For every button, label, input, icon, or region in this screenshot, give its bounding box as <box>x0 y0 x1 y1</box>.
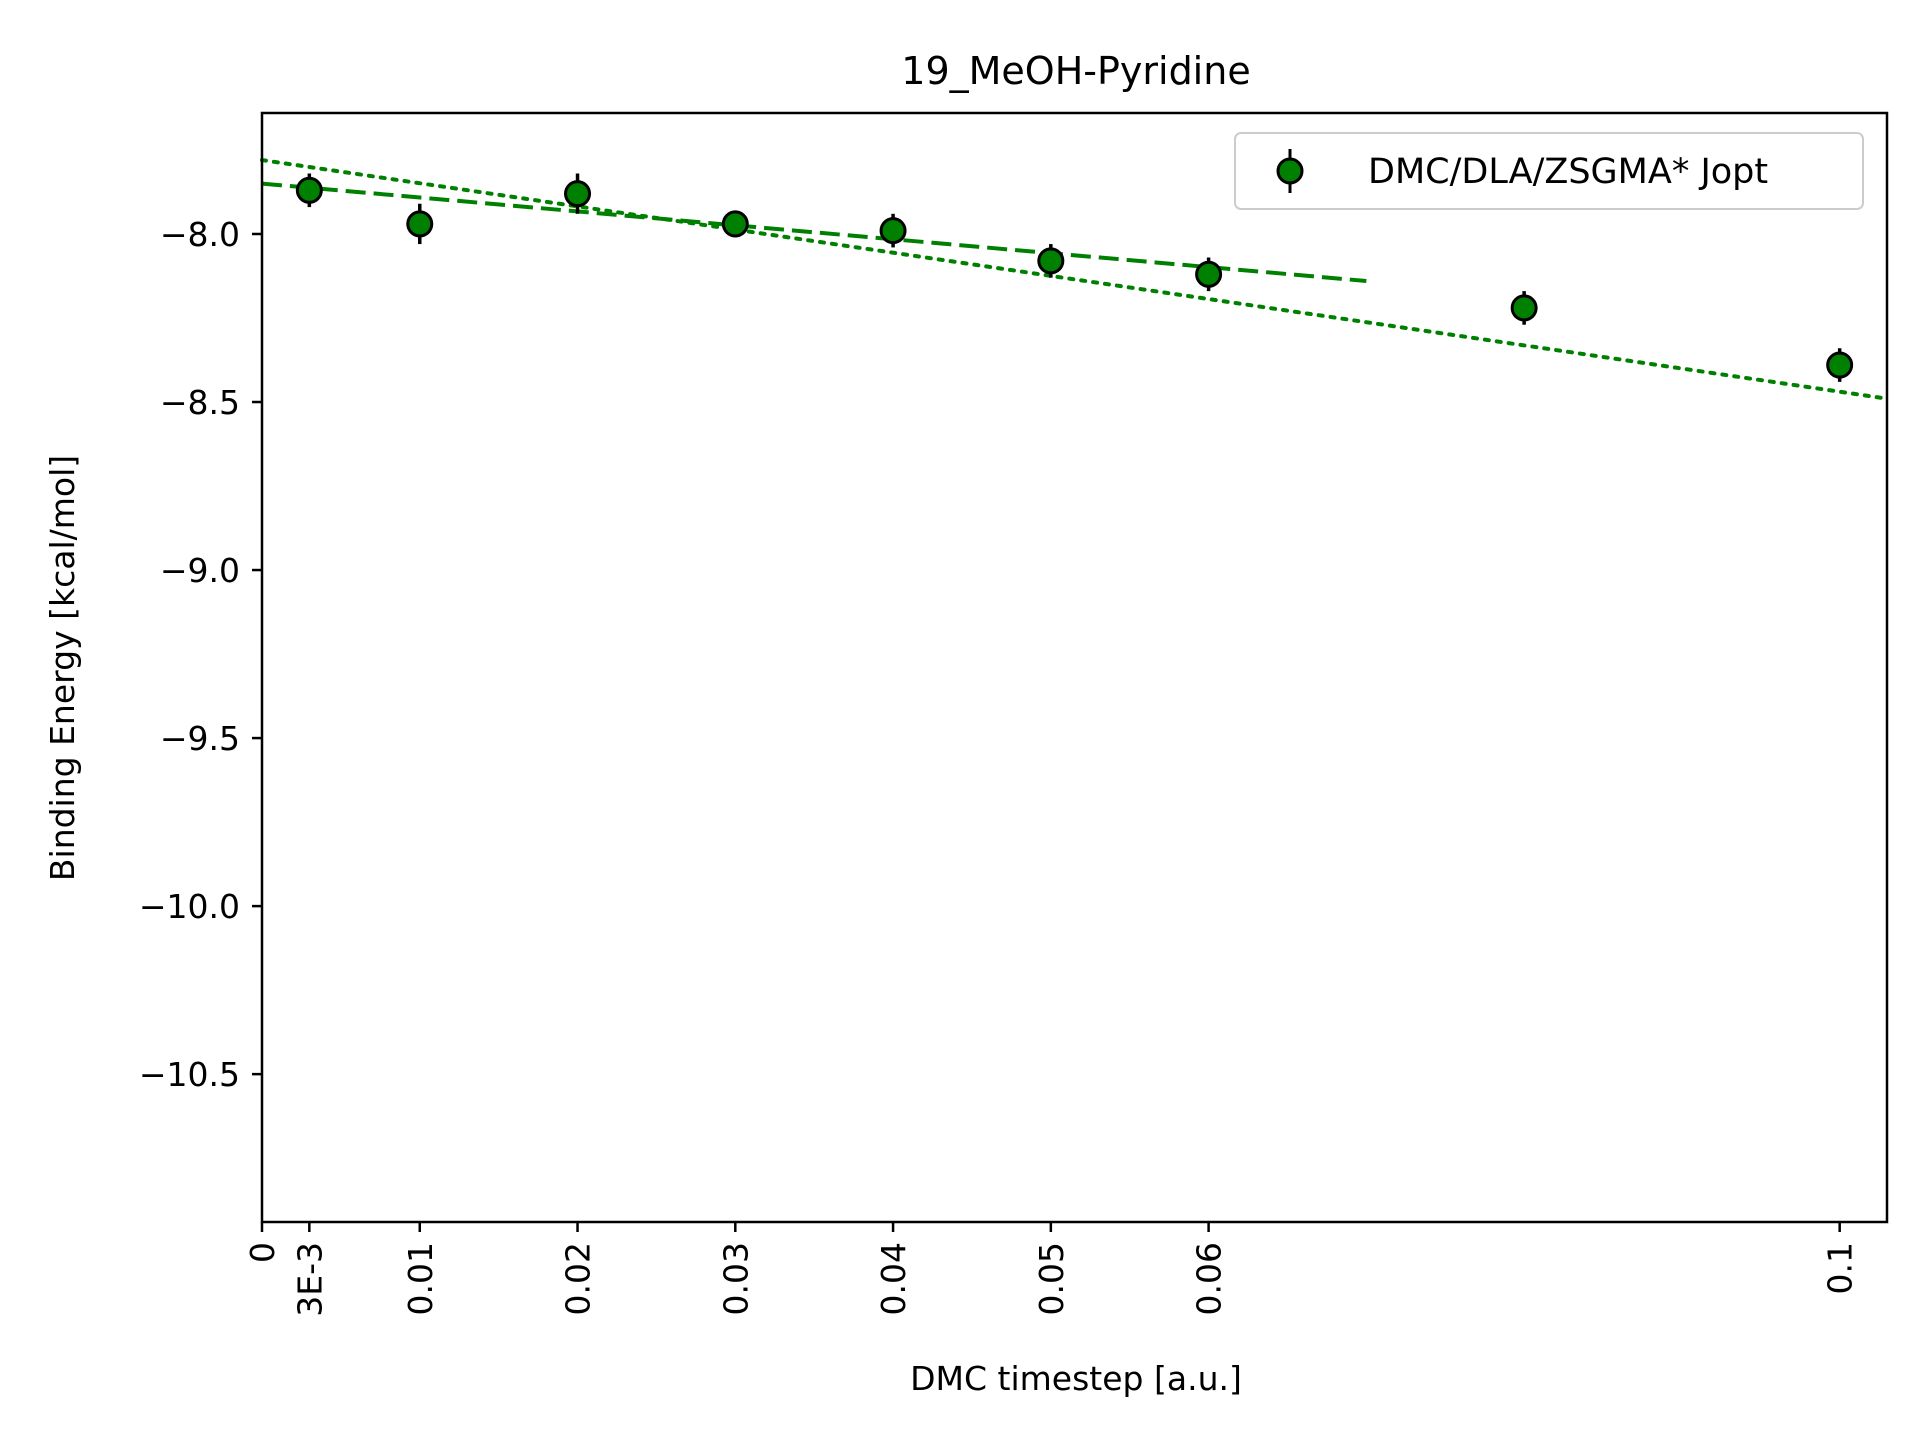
data-point <box>564 180 592 208</box>
data-point <box>721 210 749 238</box>
x-tick-label: 0 <box>243 1242 282 1263</box>
y-tick-label: −9.5 <box>160 719 240 758</box>
y-tick-label: −10.5 <box>139 1055 240 1094</box>
x-tick-label: 0.01 <box>401 1242 440 1315</box>
x-tick-label: 0.05 <box>1032 1242 1071 1315</box>
x-tick-label: 0.03 <box>716 1242 755 1315</box>
x-tick-label: 0.1 <box>1821 1242 1860 1294</box>
x-tick-label: 0.06 <box>1190 1242 1229 1315</box>
fit-line-dotted <box>260 158 1889 401</box>
data-point <box>1510 294 1538 322</box>
fit-lines <box>260 158 1889 401</box>
data-point <box>406 210 434 238</box>
data-point <box>1037 247 1065 275</box>
y-tick-label: −10.0 <box>139 887 240 926</box>
x-axis-label: DMC timestep [a.u.] <box>910 1359 1242 1398</box>
chart-title: 19_MeOH-Pyridine <box>901 49 1250 93</box>
y-tick-label: −8.5 <box>160 383 240 422</box>
legend-box <box>1234 132 1864 210</box>
data-point <box>1826 351 1854 379</box>
y-tick-label: −8.0 <box>160 215 240 254</box>
plot-frame <box>260 111 1889 1224</box>
legend: DMC/DLA/ZSGMA* Jopt <box>1234 132 1864 210</box>
x-tick-label: 3E-3 <box>290 1242 329 1317</box>
data-points <box>295 173 1854 382</box>
x-tick-label: 0.02 <box>559 1242 598 1315</box>
legend-marker <box>1276 157 1304 185</box>
fit-line-dashed <box>261 181 1367 284</box>
y-tick-label: −9.0 <box>160 551 240 590</box>
data-point <box>1195 260 1223 288</box>
y-axis-label: Binding Energy [kcal/mol] <box>43 455 82 881</box>
data-point <box>295 176 323 204</box>
legend-label: DMC/DLA/ZSGMA* Jopt <box>1368 152 1768 192</box>
x-tick-label: 0.04 <box>874 1242 913 1315</box>
data-point <box>879 217 907 245</box>
axes: −8.0 −8.5 −9.0 −9.5 −10.0 −10.5 0 3E-3 0.01 0.02 0… <box>139 111 1889 1317</box>
